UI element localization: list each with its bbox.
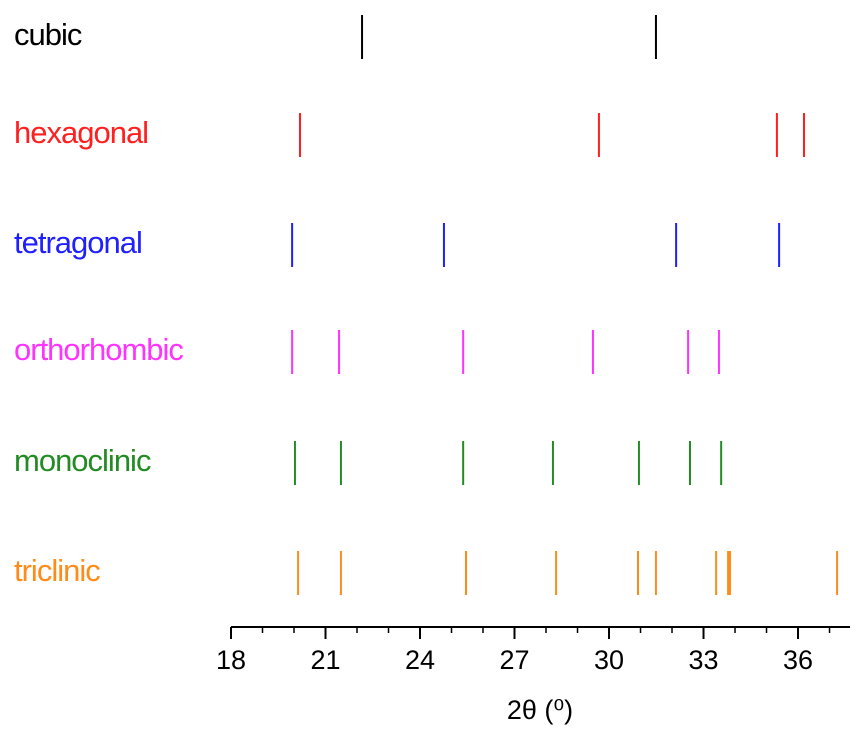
row-label: cubic bbox=[14, 17, 82, 52]
row-label: tetragonal bbox=[14, 225, 142, 260]
row-label: hexagonal bbox=[14, 115, 148, 150]
x-tick-label: 24 bbox=[405, 645, 435, 675]
x-tick-label: 21 bbox=[310, 645, 340, 675]
row-label: monoclinic bbox=[14, 443, 151, 478]
row-label: orthorhombic bbox=[14, 332, 183, 367]
x-tick-label: 27 bbox=[499, 645, 529, 675]
x-tick-label: 18 bbox=[216, 645, 246, 675]
row-label: triclinic bbox=[14, 553, 100, 588]
x-tick-label: 33 bbox=[688, 645, 718, 675]
x-axis-label: 2θ (⁰) bbox=[507, 695, 573, 725]
x-tick-label: 36 bbox=[783, 645, 813, 675]
x-tick-label: 30 bbox=[594, 645, 624, 675]
